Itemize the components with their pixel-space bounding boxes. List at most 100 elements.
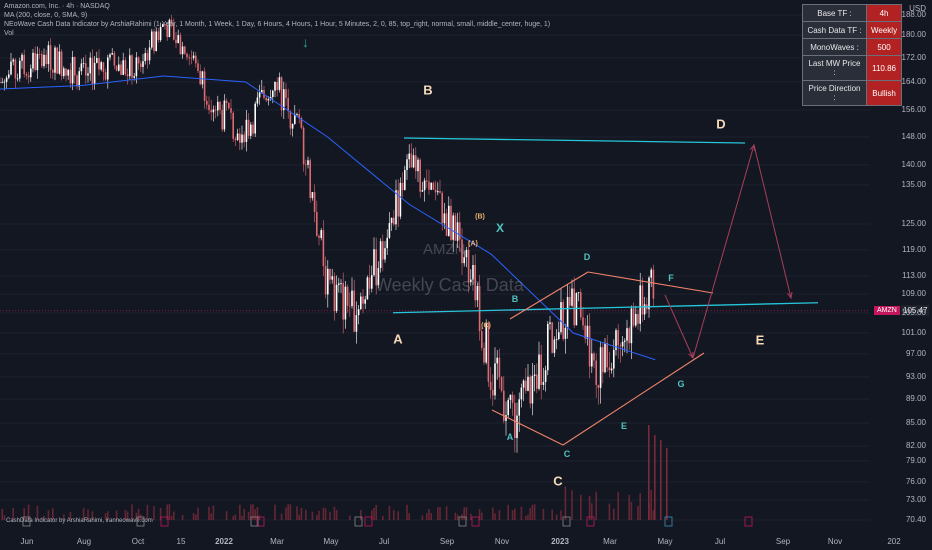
volume-bar [305,509,307,520]
price-tick-label: 140.00 [901,160,926,169]
volume-bar [324,508,327,520]
volume-bar [311,511,314,520]
legend-indicator[interactable]: NEoWave Cash Data Indicator by ArshiaRah… [4,21,551,28]
price-tick-label: 148.00 [901,132,926,141]
volume-bar [241,515,243,520]
volume-spike [648,425,650,520]
legend-ma[interactable]: MA (200, close, 0, SMA, 9) [4,12,88,19]
candle-body [371,275,373,289]
info-row: MonoWaves :500 [802,38,903,56]
volume-bar [258,515,261,520]
candle-body [419,159,421,192]
volume-bar [225,511,228,520]
volume-bar [232,515,234,520]
triangle-line [509,271,589,320]
watermark-text: Weekly Cash Data [375,275,524,295]
candle-body [551,322,553,353]
candle-body [122,60,124,75]
last-price-value: 105.47 [901,305,930,316]
wave-label-b: B [423,82,433,98]
price-tick-label: 73.00 [905,495,926,504]
candle-body [208,104,210,110]
time-tick-label: Sep [439,537,455,546]
candle-body [384,248,386,260]
volume-bar [591,503,593,520]
candle-body [166,24,168,38]
candle-body [353,290,355,332]
candle-body [377,268,380,286]
event-marker-icon [136,516,145,527]
candle-body [382,241,384,260]
volume-bar [239,504,241,520]
candle-body [245,119,248,142]
event-marker-icon [160,516,169,527]
volume-bar [360,510,362,520]
candle-body [588,325,591,367]
candle-body [608,367,611,371]
candle-body [41,54,43,67]
volume-bar [316,515,318,520]
legend-volume[interactable]: Vol [4,30,14,37]
candle-body [470,279,472,283]
candle-body [573,288,575,326]
candle-body [195,55,197,64]
event-marker-icon [586,516,595,527]
candle-body [278,77,281,90]
candle-body [144,53,146,62]
volume-spike [666,448,668,520]
volume-bar [542,508,545,520]
volume-bar [511,510,514,520]
candle-body [5,77,8,82]
candle-body [331,276,333,280]
volume-bar [135,512,138,520]
candle-body [368,277,371,289]
volume-bar [280,513,283,520]
candle-body [247,119,250,136]
candle-body [355,315,358,332]
candle-body [617,330,619,346]
candle-body [65,68,67,76]
volume-bar [166,504,168,520]
candle-body [520,387,523,400]
candle-body [78,71,80,87]
candle-body [340,283,342,284]
candle-body [100,62,102,70]
event-marker-icon [256,516,265,527]
ma200-line [0,75,656,361]
arrow-down-icon: ↓ [302,34,309,50]
legend-symbol[interactable]: Amazon.com, Inc. · 4h · NASDAQ [4,3,110,10]
candle-body [313,192,316,212]
candle-body [214,109,217,111]
info-row: Price Direction : Bullish [802,80,903,106]
price-tick-label: 105.00 [901,308,926,317]
volume-bar [492,507,494,520]
candle-body [432,182,435,190]
candle-body [283,89,285,111]
sub-label-b: (B) [475,213,485,221]
candle-body [58,51,61,74]
candle-body [67,69,69,76]
candle-body [571,288,573,306]
volume-bar [27,504,30,520]
candle-body [280,77,283,111]
candle-body [309,160,311,198]
candle-body [637,314,639,324]
candle-body [210,109,212,113]
volume-bar [287,504,289,520]
minor-label-b: B [511,294,519,304]
price-tick-label: 76.00 [905,477,926,486]
price-tick-label: 70.40 [905,515,926,524]
minor-label-e: E [620,421,628,431]
candle-body [338,283,340,285]
info-key: MonoWaves : [802,38,867,56]
candle-body [626,328,628,341]
candle-body [291,123,294,129]
candle-body [203,71,206,101]
candle-body [505,415,507,421]
candle-body [45,54,47,65]
candle-body [157,31,160,41]
candle-body [544,370,547,383]
candle-body [228,103,230,109]
candle-body [305,164,307,166]
